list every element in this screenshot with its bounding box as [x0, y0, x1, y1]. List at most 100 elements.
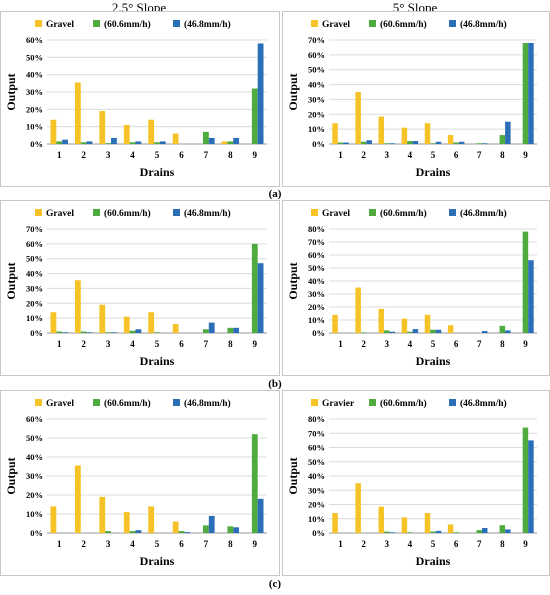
x-tick-label: 5	[155, 150, 160, 160]
bar	[129, 142, 136, 144]
x-tick-label: 6	[454, 150, 459, 160]
bar	[384, 330, 390, 333]
bar	[233, 327, 240, 333]
bar	[251, 434, 258, 533]
y-tick-label: 30%	[308, 94, 325, 104]
bar	[154, 332, 160, 333]
bar	[407, 141, 413, 144]
legend-swatch	[311, 399, 318, 406]
x-tick-label: 5	[155, 339, 160, 349]
x-axis-title: Drains	[416, 354, 451, 368]
x-axis-title: Drains	[140, 165, 175, 179]
legend-label: Gravel	[46, 209, 74, 219]
legend-swatch	[369, 209, 376, 216]
bar	[384, 143, 390, 144]
bar	[86, 332, 93, 333]
bar	[111, 137, 117, 144]
bar	[447, 325, 454, 333]
bar	[453, 142, 459, 144]
y-tick-label: 80%	[308, 414, 325, 424]
legend-label: (60.6mm/h)	[380, 398, 427, 409]
y-tick-label: 40%	[26, 70, 43, 80]
bar	[129, 531, 136, 533]
bar	[62, 332, 68, 333]
y-tick-label: 0%	[312, 328, 325, 338]
legend-label: Gravel	[322, 20, 350, 30]
bar	[401, 318, 408, 333]
bar	[172, 521, 179, 533]
x-tick-label: 2	[361, 539, 366, 549]
bar	[221, 141, 228, 144]
bar	[407, 532, 413, 533]
bar	[233, 527, 240, 533]
legend-swatch	[369, 20, 376, 27]
chart-svg: Gravel (60.6mm/h) (46.8mm/h) 0% 10% 20% 30% 40%…	[286, 19, 537, 179]
bar	[251, 243, 258, 333]
y-tick-label: 10%	[308, 514, 325, 524]
x-axis-title: Drains	[140, 354, 175, 368]
bar	[401, 517, 408, 533]
bar	[378, 308, 385, 333]
bar	[148, 312, 155, 333]
bar	[412, 329, 419, 333]
bar	[424, 314, 431, 333]
bar	[343, 142, 349, 144]
x-tick-label: 1	[338, 539, 343, 549]
y-tick-label: 70%	[308, 35, 325, 45]
bar	[80, 331, 87, 333]
legend-swatch	[449, 399, 456, 406]
bar	[257, 43, 264, 144]
legend-swatch	[369, 399, 376, 406]
y-tick-label: 50%	[26, 254, 43, 264]
bar	[184, 532, 191, 533]
bar	[105, 531, 112, 533]
bar	[505, 529, 511, 533]
bar	[227, 141, 234, 144]
bar	[355, 92, 361, 144]
y-tick-label: 40%	[308, 276, 325, 286]
y-tick-label: 50%	[26, 52, 43, 62]
x-tick-label: 7	[204, 150, 209, 160]
bar	[366, 140, 372, 144]
bar	[389, 331, 396, 333]
x-tick-label: 3	[385, 339, 390, 349]
legend-swatch	[173, 209, 180, 216]
legend-swatch	[311, 20, 318, 27]
bar	[499, 325, 506, 333]
y-tick-label: 50%	[26, 433, 43, 443]
x-tick-label: 8	[500, 150, 505, 160]
bar	[332, 123, 338, 144]
y-tick-label: 0%	[312, 139, 325, 149]
x-tick-label: 4	[130, 539, 135, 549]
x-tick-label: 4	[130, 150, 135, 160]
chart-panel-a-left: Gravel (60.6mm/h) (46.8mm/h) 0% 10% 20% 30% 40%…	[0, 11, 280, 187]
x-axis-title: Drains	[140, 554, 175, 568]
bar	[522, 231, 529, 333]
x-tick-label: 3	[385, 539, 390, 549]
y-tick-label: 10%	[308, 315, 325, 325]
legend-label: (46.8mm/h)	[460, 208, 507, 219]
legend-label: (46.8mm/h)	[184, 398, 231, 409]
y-tick-label: 20%	[308, 500, 325, 510]
bar	[447, 524, 454, 533]
y-tick-label: 30%	[26, 283, 43, 293]
legend-label: (46.8mm/h)	[460, 19, 507, 30]
x-axis-title: Drains	[416, 165, 451, 179]
y-tick-label: 20%	[26, 104, 43, 114]
bar	[99, 496, 106, 533]
y-tick-label: 30%	[26, 471, 43, 481]
x-tick-label: 1	[338, 339, 343, 349]
bar	[505, 121, 511, 144]
x-tick-label: 3	[106, 339, 111, 349]
x-tick-label: 3	[106, 150, 111, 160]
legend-label: (46.8mm/h)	[460, 398, 507, 409]
x-tick-label: 7	[204, 339, 209, 349]
bar	[476, 530, 482, 533]
y-axis-title: Output	[286, 457, 300, 494]
x-tick-label: 9	[523, 339, 528, 349]
x-tick-label: 9	[253, 150, 258, 160]
x-tick-label: 4	[130, 339, 135, 349]
bar	[135, 530, 142, 533]
x-tick-label: 6	[454, 339, 459, 349]
bar	[80, 142, 87, 144]
